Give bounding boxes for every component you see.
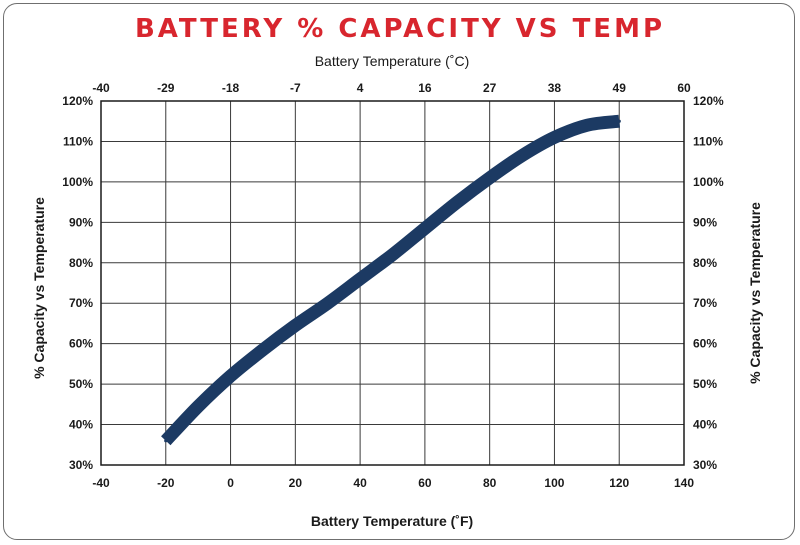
plot-frame xyxy=(100,100,685,466)
y-tick-label: 60% xyxy=(69,337,93,351)
right-y-tick-label: 90% xyxy=(693,215,717,229)
chart-title: BATTERY % CAPACITY VS TEMP xyxy=(134,14,666,44)
x-tick-label: 20 xyxy=(289,476,303,490)
x-tick-label: 80 xyxy=(483,476,497,490)
top-axis-title: Battery Temperature (˚C) xyxy=(315,53,470,69)
data-point xyxy=(390,253,395,257)
top-x-tick-label: -29 xyxy=(157,81,175,95)
top-x-tick-label: 4 xyxy=(357,81,364,95)
grid xyxy=(101,101,684,465)
x-tick-label: 0 xyxy=(227,476,234,490)
x-tick-label: 120 xyxy=(609,476,629,490)
x-tick-label: 100 xyxy=(544,476,564,490)
chart-card xyxy=(3,3,795,540)
top-x-tick-label: -18 xyxy=(222,81,240,95)
y-tick-label: 90% xyxy=(69,215,93,229)
right-y-tick-label: 120% xyxy=(693,94,724,108)
y-tick-label: 70% xyxy=(69,296,93,310)
right-y-tick-label: 80% xyxy=(693,256,717,270)
data-point xyxy=(358,277,362,281)
top-x-tick-label: 49 xyxy=(613,81,627,95)
right-y-tick-label: 60% xyxy=(693,337,717,351)
data-point xyxy=(423,226,427,230)
top-x-tick-label: -7 xyxy=(290,81,301,95)
y-tick-label: 100% xyxy=(62,175,93,189)
data-point xyxy=(585,123,589,127)
x-tick-label: -40 xyxy=(92,476,110,490)
right-y-tick-label: 30% xyxy=(693,458,717,472)
right-axis-title: % Capacity vs Temperature xyxy=(747,202,763,384)
data-point xyxy=(617,119,621,123)
data-point xyxy=(196,404,200,408)
top-x-tick-label: 16 xyxy=(418,81,432,95)
data-point xyxy=(293,323,297,328)
x-tick-label: 40 xyxy=(353,476,367,490)
x-tick-label: 60 xyxy=(418,476,432,490)
y-tick-label: 120% xyxy=(62,94,93,108)
right-y-tick-label: 70% xyxy=(693,296,717,310)
x-tick-label: -20 xyxy=(157,476,175,490)
data-point xyxy=(552,135,557,139)
top-x-tick-label: -40 xyxy=(92,81,110,95)
y-tick-label: 40% xyxy=(69,418,93,432)
data-point xyxy=(488,176,492,180)
y-tick-label: 110% xyxy=(63,134,93,148)
data-point xyxy=(228,374,233,378)
right-y-tick-label: 100% xyxy=(693,175,724,189)
right-y-tick-label: 110% xyxy=(693,134,723,148)
bottom-axis-title: Battery Temperature (˚F) xyxy=(311,513,473,529)
data-point xyxy=(520,154,524,158)
tick-labels: -40 -20 0 20 40 60 80 100 120 140 -40 -29 -18 -7 4 16 27… xyxy=(62,81,724,490)
right-y-tick-label: 50% xyxy=(693,377,717,391)
series-layer xyxy=(161,114,621,446)
data-point xyxy=(261,348,265,352)
top-x-tick-label: 27 xyxy=(483,81,497,95)
capacity-curve xyxy=(161,114,621,446)
top-x-tick-label: 60 xyxy=(677,81,691,95)
y-tick-label: 30% xyxy=(69,458,93,472)
y-tick-label: 80% xyxy=(69,256,93,270)
top-x-tick-label: 38 xyxy=(548,81,562,95)
left-axis-title: % Capacity vs Temperature xyxy=(31,197,47,379)
data-point xyxy=(455,200,459,204)
x-tick-label: 140 xyxy=(674,476,694,490)
data-point xyxy=(164,439,168,443)
data-point xyxy=(326,301,330,305)
y-tick-label: 50% xyxy=(69,377,93,391)
right-y-tick-label: 40% xyxy=(693,418,717,432)
